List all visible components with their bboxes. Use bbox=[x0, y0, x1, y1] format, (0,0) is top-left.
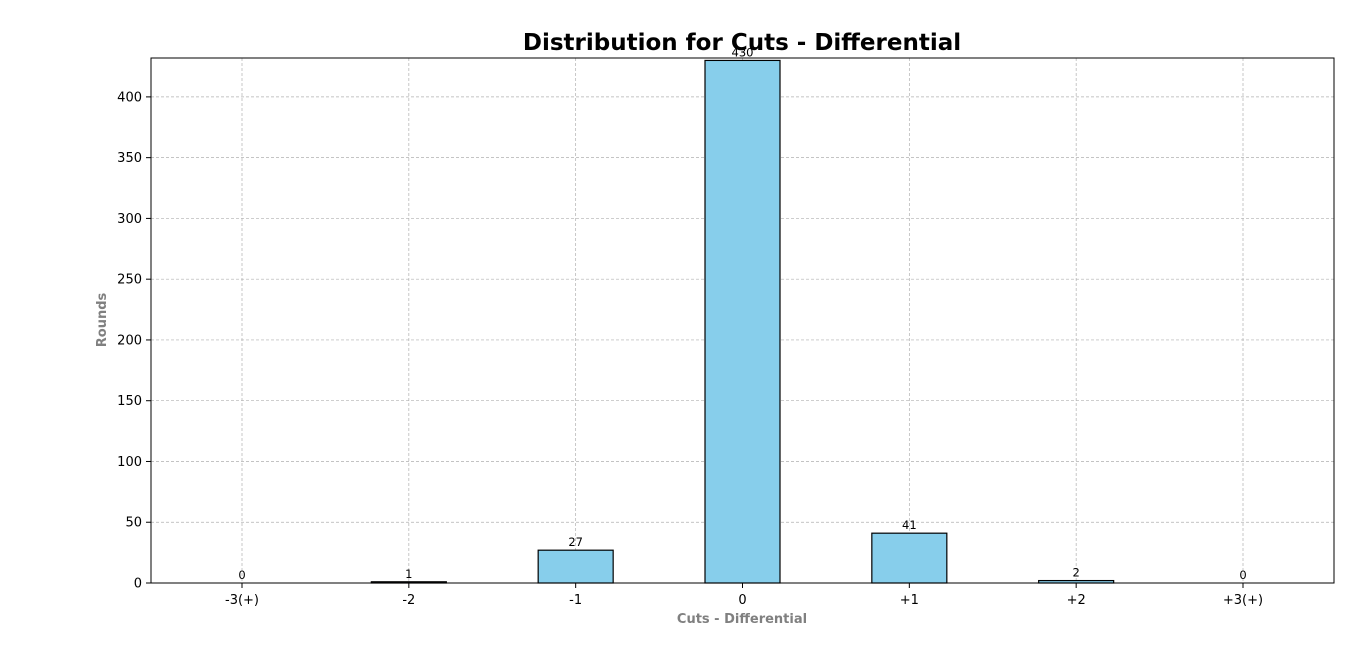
y-tick-label: 50 bbox=[125, 516, 142, 531]
y-axis-ticks: 0 50 100 150 200 250 300 350 400 bbox=[117, 90, 151, 592]
bar-value-label: 0 bbox=[238, 568, 245, 582]
x-tick-label: -2 bbox=[402, 593, 415, 608]
bars bbox=[370, 59, 1115, 584]
bar bbox=[537, 549, 614, 584]
y-tick-label: 200 bbox=[117, 333, 142, 348]
bar-value-label: 27 bbox=[568, 535, 583, 549]
y-tick-label: 350 bbox=[117, 151, 142, 166]
bar-value-label: 41 bbox=[902, 518, 917, 532]
x-tick-label: -1 bbox=[569, 593, 582, 608]
bar-value-label: 2 bbox=[1073, 566, 1080, 580]
y-tick-label: 100 bbox=[117, 455, 142, 470]
y-tick-label: 300 bbox=[117, 212, 142, 227]
bar-value-label: 0 bbox=[1239, 568, 1246, 582]
chart-title: Distribution for Cuts - Differential bbox=[523, 30, 961, 56]
bar-value-label: 430 bbox=[732, 45, 754, 59]
bar bbox=[704, 59, 781, 584]
x-tick-label: +1 bbox=[900, 593, 919, 608]
x-tick-label: 0 bbox=[738, 593, 746, 608]
bar-value-label: 1 bbox=[405, 567, 412, 581]
x-tick-label: +2 bbox=[1067, 593, 1086, 608]
x-axis-ticks: -3(+) -2 -1 0 +1 +2 +3(+) bbox=[225, 583, 1263, 608]
bar bbox=[871, 532, 948, 584]
y-tick-label: 0 bbox=[134, 577, 142, 592]
x-tick-label: +3(+) bbox=[1223, 593, 1263, 608]
y-axis-label: Rounds bbox=[95, 292, 110, 347]
y-tick-label: 250 bbox=[117, 273, 142, 288]
y-tick-label: 150 bbox=[117, 394, 142, 409]
x-axis-label: Cuts - Differential bbox=[677, 612, 807, 627]
data-labels: 0 1 27 430 41 2 0 bbox=[238, 45, 1246, 582]
y-tick-label: 400 bbox=[117, 90, 142, 105]
x-tick-label: -3(+) bbox=[225, 593, 259, 608]
